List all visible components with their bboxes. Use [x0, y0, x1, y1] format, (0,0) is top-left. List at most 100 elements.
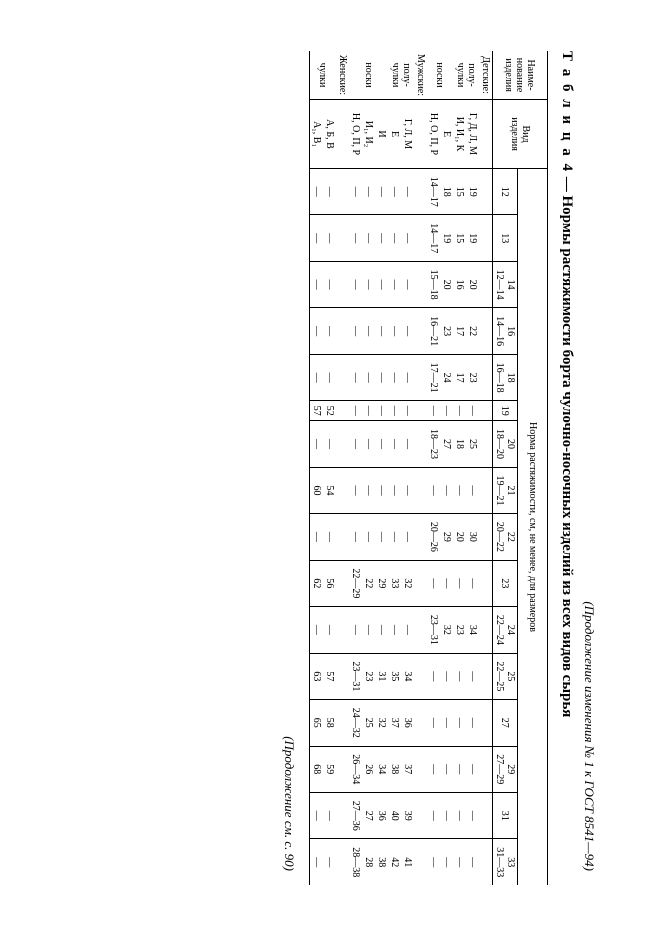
value-cell: —: [440, 467, 453, 513]
cell: [414, 354, 427, 400]
value-cell: —: [349, 467, 362, 513]
size-col: 1412—14: [493, 261, 518, 307]
value-cell: —: [310, 607, 324, 653]
value-cell: —: [453, 700, 466, 746]
cell: [479, 421, 493, 467]
value-cell: 22: [362, 560, 375, 606]
value-cell: —: [388, 308, 401, 354]
value-cell: —: [375, 467, 388, 513]
cell: [414, 653, 427, 699]
value-cell: —: [453, 839, 466, 885]
value-cell: —: [310, 793, 324, 839]
value-cell: —: [388, 421, 401, 467]
value-cell: —: [375, 215, 388, 261]
value-cell: 42: [388, 839, 401, 885]
value-cell: —: [453, 793, 466, 839]
value-cell: —: [401, 421, 414, 467]
value-cell: 30: [466, 514, 479, 560]
value-cell: —: [323, 793, 336, 839]
cell: [414, 100, 427, 169]
cell: [336, 354, 349, 400]
value-cell: —: [401, 169, 414, 215]
value-cell: —: [388, 354, 401, 400]
value-cell: 22—29: [349, 560, 362, 606]
cell: [414, 514, 427, 560]
value-cell: 34: [375, 746, 388, 792]
size-col: 31: [493, 793, 518, 839]
value-cell: —: [362, 401, 375, 421]
value-cell: —: [310, 308, 324, 354]
value-cell: —: [440, 793, 453, 839]
value-cell: —: [349, 401, 362, 421]
cell: [414, 793, 427, 839]
row-sublabel: носки: [349, 51, 388, 100]
value-cell: —: [427, 560, 440, 606]
value-cell: 15—18: [427, 261, 440, 307]
cell: [414, 421, 427, 467]
cell: [479, 607, 493, 653]
cell: [479, 700, 493, 746]
value-cell: —: [349, 261, 362, 307]
value-cell: —: [375, 514, 388, 560]
value-cell: —: [466, 793, 479, 839]
cell: [479, 401, 493, 421]
size-col: 2927—29: [493, 746, 518, 792]
value-cell: 26—34: [349, 746, 362, 792]
value-cell: —: [453, 560, 466, 606]
value-cell: 63: [310, 653, 324, 699]
value-cell: —: [388, 401, 401, 421]
value-cell: 14—17: [427, 169, 440, 215]
value-cell: —: [362, 421, 375, 467]
value-cell: —: [466, 700, 479, 746]
caption-title: — Нормы растяжимости борта чулочно-носоч…: [559, 173, 575, 717]
value-cell: 18: [453, 421, 466, 467]
cell: [479, 354, 493, 400]
value-cell: 23: [440, 308, 453, 354]
value-cell: 19: [440, 215, 453, 261]
value-cell: —: [310, 169, 324, 215]
value-cell: 34: [466, 607, 479, 653]
value-cell: 32: [401, 560, 414, 606]
value-cell: —: [427, 746, 440, 792]
value-cell: —: [362, 308, 375, 354]
value-cell: —: [323, 514, 336, 560]
continuation-note-top: (Продолжение изменения № 1 к ГОСТ 8541—9…: [581, 51, 597, 885]
value-cell: —: [388, 215, 401, 261]
value-cell: —: [362, 215, 375, 261]
cell: [414, 261, 427, 307]
value-cell: 68: [310, 746, 324, 792]
value-cell: —: [362, 607, 375, 653]
value-cell: 16—21: [427, 308, 440, 354]
value-cell: —: [440, 401, 453, 421]
cell: [336, 421, 349, 467]
value-cell: 24: [440, 354, 453, 400]
value-cell: —: [401, 354, 414, 400]
value-cell: —: [466, 401, 479, 421]
cell: [479, 514, 493, 560]
value-cell: 18: [440, 169, 453, 215]
value-cell: —: [453, 467, 466, 513]
row-type: Е: [388, 100, 401, 169]
value-cell: 19: [466, 215, 479, 261]
row-type: А, Б, В: [323, 100, 336, 169]
cell: [479, 169, 493, 215]
value-cell: 62: [310, 560, 324, 606]
value-cell: 23: [453, 607, 466, 653]
value-cell: 29: [440, 514, 453, 560]
value-cell: —: [401, 401, 414, 421]
cell: [414, 215, 427, 261]
row-type: А₁, В₁: [310, 100, 324, 169]
value-cell: 58: [323, 700, 336, 746]
cell: [336, 793, 349, 839]
cell: [414, 560, 427, 606]
value-cell: 27—36: [349, 793, 362, 839]
value-cell: 54: [323, 467, 336, 513]
value-cell: —: [349, 607, 362, 653]
row-type: Н, О, П, Р: [349, 100, 362, 169]
cell: [479, 215, 493, 261]
value-cell: 20—26: [427, 514, 440, 560]
col-header-type: Видизделия: [493, 100, 548, 169]
value-cell: 15: [453, 215, 466, 261]
value-cell: 38: [388, 746, 401, 792]
value-cell: 23—31: [427, 607, 440, 653]
